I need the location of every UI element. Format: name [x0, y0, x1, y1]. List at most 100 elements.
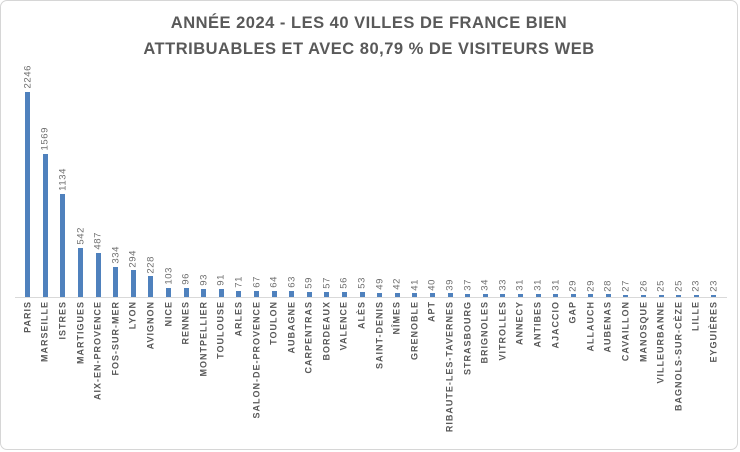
- bar: [148, 276, 154, 297]
- category-label: BAGNOLS-SUR-CÈZE: [673, 301, 684, 411]
- bar-column: 56 VALENCE: [336, 1, 354, 350]
- bar-value-label: 31: [532, 279, 544, 292]
- bar: [166, 287, 172, 297]
- category-label: AJACCIO: [550, 301, 561, 349]
- category-label: NICE: [163, 301, 174, 327]
- bar: [130, 270, 136, 297]
- bar: [658, 294, 664, 297]
- category-label: ANTIBES: [532, 301, 543, 348]
- bar: [412, 293, 418, 297]
- category-label: VITROLLES: [497, 301, 508, 361]
- category-label: PARIS: [22, 301, 33, 333]
- bar-value-label: 91: [215, 273, 227, 286]
- bar-value-label: 40: [426, 278, 438, 291]
- category-label: MANOSQUE: [638, 301, 649, 363]
- bar-column: 542 MARTIGUES: [72, 1, 90, 364]
- category-label: AUBENAS: [602, 301, 613, 353]
- bar: [553, 294, 559, 297]
- bar-column: 26 MANOSQUE: [635, 1, 653, 362]
- bar: [711, 294, 717, 297]
- bar: [324, 291, 330, 297]
- category-label: SALON-DE-PROVENCE: [251, 301, 262, 419]
- bar-column: 334 FOS-SUR-MER: [107, 1, 125, 376]
- bar-column: 294 LYON: [125, 1, 143, 330]
- bar: [254, 290, 260, 297]
- bar: [306, 291, 312, 297]
- category-label: MARSEILLE: [39, 301, 50, 363]
- bar-column: 71 ARLES: [230, 1, 248, 337]
- category-label: VILLEURBANNE: [655, 301, 666, 384]
- category-label: RIBAUTE-LES-TAVERNES: [444, 301, 455, 433]
- bar: [588, 294, 594, 297]
- bar-column: 53 ALÈS: [353, 1, 371, 329]
- bar: [289, 291, 295, 297]
- category-label: TOULOUSE: [215, 301, 226, 359]
- bar-value-label: 542: [75, 226, 87, 245]
- bar-column: 93 MONTPELLIER: [195, 1, 213, 377]
- bar-column: 28 AUBENAS: [600, 1, 618, 353]
- bar-value-label: 96: [180, 273, 192, 286]
- bar: [465, 293, 471, 297]
- bar-value-label: 228: [145, 255, 157, 274]
- bar: [429, 293, 435, 297]
- bar-column: 59 CARPENTRAS: [301, 1, 319, 374]
- bar-column: 42 NÎMES: [388, 1, 406, 334]
- plot-area: 2246 PARIS 1569 MARSEILLE 1134 ISTRES 542 MARTI…: [19, 1, 723, 433]
- category-label: GAP: [567, 301, 578, 324]
- chart-title: ANNÉE 2024 - LES 40 VILLES DE FRANCE BIE…: [1, 10, 737, 62]
- category-label: STRASBOURG: [462, 301, 473, 376]
- bar-column: 96 RENNES: [177, 1, 195, 344]
- x-axis-line: [15, 297, 727, 298]
- bar-value-label: 34: [479, 279, 491, 291]
- bar-value-label: 25: [673, 279, 685, 292]
- bar-column: 41 GRENOBLE: [406, 1, 424, 360]
- bar-value-label: 93: [198, 273, 210, 286]
- bar-value-label: 39: [444, 278, 456, 291]
- category-label: NÎMES: [391, 301, 402, 335]
- category-label: MONTPELLIER: [198, 301, 209, 377]
- category-label: MARTIGUES: [75, 301, 86, 364]
- bar-column: 91 TOULOUSE: [213, 1, 231, 359]
- bar-value-label: 41: [409, 278, 421, 291]
- category-label: ALLAUCH: [585, 301, 596, 352]
- category-label: AIX-EN-PROVENCE: [92, 301, 103, 401]
- bar-column: 23 LILLE: [688, 1, 706, 331]
- bar-value-label: 1134: [57, 167, 69, 191]
- bar-value-label: 23: [708, 280, 720, 292]
- category-label: FOS-SUR-MER: [110, 301, 121, 376]
- bar-value-label: 29: [585, 279, 597, 292]
- bar-column: 29 ALLAUCH: [582, 1, 600, 352]
- bar-column: 31 ANNECY: [512, 1, 530, 345]
- bar-column: 25 BAGNOLS-SUR-CÈZE: [670, 1, 688, 411]
- bar-value-label: 334: [110, 245, 122, 264]
- category-label: ANNECY: [514, 301, 525, 346]
- bar-value-label: 37: [462, 278, 474, 291]
- bar-column: 1134 ISTRES: [54, 1, 72, 340]
- bar-value-label: 26: [638, 279, 650, 292]
- bar-value-label: 29: [567, 279, 579, 292]
- bar-value-label: 27: [620, 279, 632, 292]
- bar: [535, 294, 541, 297]
- bar-value-label: 57: [321, 277, 333, 289]
- bar: [218, 288, 224, 297]
- chart-title-line-2: ATTRIBUABLES ET AVEC 80,79 % DE VISITEUR…: [143, 40, 595, 58]
- bar: [183, 288, 189, 297]
- category-label: EYGUIÈRES: [708, 301, 719, 363]
- bar-column: 57 BORDEAUX: [318, 1, 336, 360]
- bar-column: 228 AVIGNON: [142, 1, 160, 350]
- bar: [570, 294, 576, 297]
- bar-value-label: 23: [690, 280, 702, 292]
- bar: [271, 291, 277, 297]
- bar-value-label: 53: [356, 277, 368, 290]
- bar: [623, 294, 629, 297]
- bar-value-label: 25: [655, 279, 667, 292]
- category-label: CAVAILLON: [620, 301, 631, 362]
- bar: [377, 292, 383, 297]
- category-label: ARLES: [233, 301, 244, 337]
- bar-column: 39 RIBAUTE-LES-TAVERNES: [441, 1, 459, 433]
- bar: [447, 293, 453, 297]
- bar: [482, 293, 488, 297]
- bar: [394, 293, 400, 297]
- bar-value-label: 33: [497, 279, 509, 291]
